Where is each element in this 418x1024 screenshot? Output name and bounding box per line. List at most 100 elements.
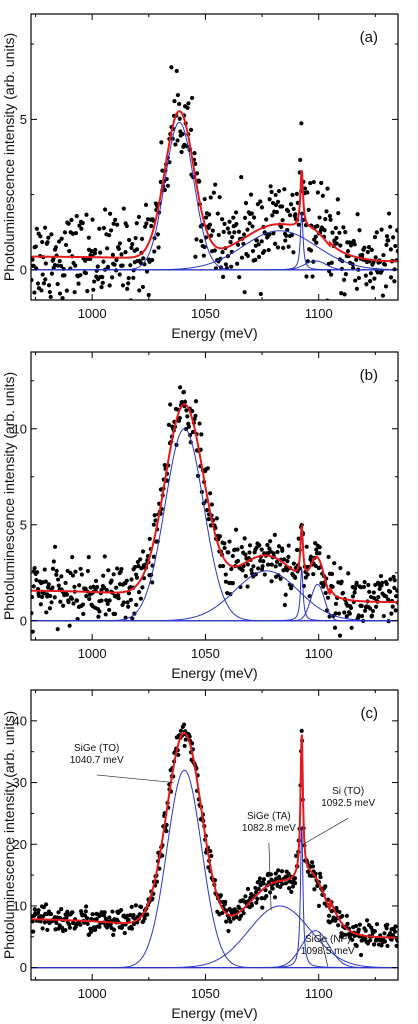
data-point [190,429,196,435]
data-point [60,925,65,930]
data-point [277,874,282,880]
data-point [229,566,234,572]
data-point [286,543,291,548]
data-point [229,264,234,269]
data-point [70,910,75,915]
data-point [280,218,285,223]
data-point [70,555,75,560]
data-point [151,554,156,559]
data-point [384,242,389,247]
data-point [134,221,139,226]
data-point [368,606,373,611]
data-point [182,743,187,749]
data-point [120,923,125,928]
data-point [202,244,207,250]
data-point [105,601,110,607]
plot-area [31,722,398,969]
data-point [217,534,223,539]
data-point [385,922,390,927]
data-point [226,928,231,934]
data-point [143,224,148,229]
plot-frame [30,351,399,641]
data-point [31,257,35,262]
data-point [342,277,347,282]
data-point [136,564,141,569]
data-point [215,211,220,216]
data-point [335,197,340,202]
data-point [128,263,133,268]
data-point [317,215,322,220]
data-point [64,915,69,921]
data-point [74,598,80,603]
data-point [281,568,286,573]
data-point [49,232,54,237]
data-point [354,943,359,949]
data-point [132,565,138,570]
data-point [234,527,239,532]
data-point [320,193,325,198]
data-point [342,610,347,615]
data-point [97,924,102,930]
data-point [314,547,319,552]
data-point [111,932,116,937]
data-point [70,573,76,578]
data-point [284,568,290,573]
data-point [371,942,377,947]
data-point [95,584,100,590]
data-point [153,518,158,523]
data-point [92,251,98,256]
data-point [168,402,173,407]
data-point [393,929,398,934]
data-point [67,925,72,930]
data-point [68,570,73,576]
data-point [40,272,45,277]
data-point [257,876,262,881]
data-point [239,545,244,550]
data-point [269,189,274,195]
data-point [32,565,37,571]
data-point [313,541,318,546]
data-point [42,567,47,572]
y-axis-label: Photoluminescence intensity (arb. units) [1,33,17,281]
data-point [89,249,94,254]
data-point [341,225,346,230]
data-point [315,223,320,229]
data-point [177,101,182,107]
data-point [249,903,255,908]
data-point [40,926,45,931]
data-point [47,289,52,295]
data-point [192,151,197,156]
data-point [139,236,145,241]
data-point [293,853,299,858]
data-point [31,594,35,600]
data-point [126,276,131,281]
data-point [256,886,261,892]
data-point [106,568,111,573]
data-point [271,231,276,236]
x-tick-label: 1000 [78,306,107,321]
data-point [42,920,47,925]
data-point [293,575,298,580]
data-point [212,248,217,253]
data-point [323,590,328,596]
data-point [337,633,343,638]
data-point [73,230,79,236]
y-tick-label: 30 [13,775,27,790]
data-point [276,188,282,194]
data-point [305,190,310,195]
data-point [185,414,190,419]
data-point [356,275,362,281]
data-point [345,921,350,926]
data-point [235,558,241,564]
data-point [330,584,335,589]
data-point [78,273,83,278]
data-point [107,283,112,288]
data-point [90,912,95,917]
data-point [332,561,337,566]
data-point [336,211,341,216]
data-point [228,919,233,924]
data-point [100,280,105,285]
data-point [144,221,149,226]
data-point [112,262,117,267]
data-point [363,273,368,278]
